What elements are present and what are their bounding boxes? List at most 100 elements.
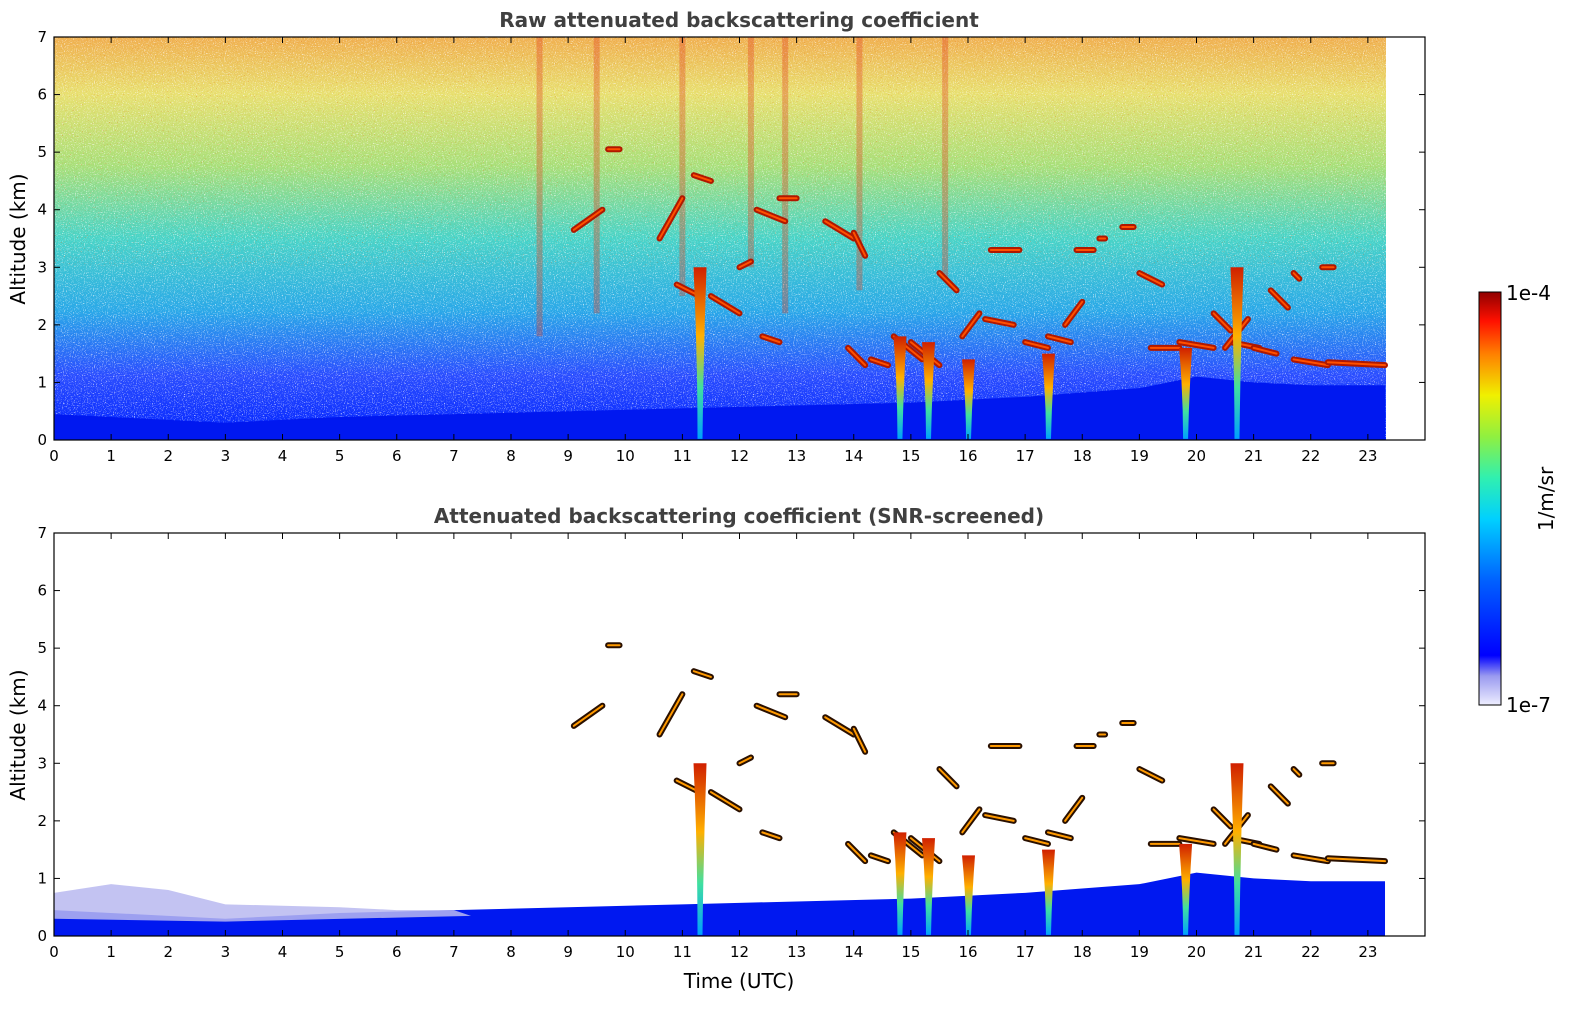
x-tick-label: 19 xyxy=(1130,943,1149,961)
raw-cloud-layers xyxy=(570,146,1389,369)
x-tick-label: 21 xyxy=(1244,447,1263,465)
raw-backscatter-panel: Raw attenuated backscattering coefficien… xyxy=(6,8,1426,465)
x-tick-label: 23 xyxy=(1358,943,1377,961)
y-tick-label: 3 xyxy=(37,754,47,772)
x-tick-label: 0 xyxy=(49,447,59,465)
x-tick-label: 20 xyxy=(1187,447,1206,465)
cloud-segment-core xyxy=(1292,768,1301,776)
cloud-segment-core xyxy=(755,704,787,719)
cloud-segment-core xyxy=(1178,341,1215,349)
cloud-segment-core xyxy=(869,358,890,367)
x-tick-label: 6 xyxy=(392,447,402,465)
precip-plume xyxy=(962,359,975,439)
screened-backscatter-panel: Attenuated backscattering coefficient (S… xyxy=(6,504,1426,993)
x-tick-label: 4 xyxy=(278,447,288,465)
cloud-segment-core xyxy=(824,716,855,736)
cloud-segment-core xyxy=(692,174,712,182)
precip-plume xyxy=(922,838,936,935)
y-tick-label: 3 xyxy=(37,258,47,276)
cloud-segment-core xyxy=(1178,837,1215,845)
cloud-segment-core xyxy=(738,756,752,765)
x-tick-label: 13 xyxy=(787,447,806,465)
cloud-segment-core xyxy=(961,808,981,834)
cloud-segment-core xyxy=(692,670,712,678)
x-tick-label: 16 xyxy=(958,447,977,465)
x-tick-label: 12 xyxy=(730,943,749,961)
screened-plot-area xyxy=(54,642,1389,936)
cloud-segment-core xyxy=(1212,312,1232,332)
x-tick-label: 4 xyxy=(278,943,288,961)
x-tick-label: 5 xyxy=(335,447,345,465)
cloud-segment-core xyxy=(709,295,741,315)
y-tick-label: 2 xyxy=(37,316,47,334)
cloud-segment-core xyxy=(1326,361,1387,367)
x-tick-label: 5 xyxy=(335,943,345,961)
precip-plume xyxy=(1041,849,1055,935)
y-tick-label: 7 xyxy=(37,524,47,542)
y-tick-label: 1 xyxy=(37,869,47,887)
cloud-segment-core xyxy=(1212,808,1232,828)
precip-plume xyxy=(693,267,707,439)
x-tick-label: 16 xyxy=(958,943,977,961)
cloud-segment-core xyxy=(761,335,781,344)
cloud-segment-core xyxy=(852,231,867,257)
cloud-segment-core xyxy=(1292,358,1329,367)
screened-cloud-layers xyxy=(570,642,1389,865)
raw-boundary-layer xyxy=(54,376,1386,440)
raw-x-axis: 0 1 2 3 4 5 6 7 8 9 10 11 12 13 14 15 16 17 18 19 20 21 22 23 xyxy=(49,37,1377,465)
x-tick-label: 8 xyxy=(506,447,516,465)
cloud-segment-core xyxy=(658,693,684,736)
cloud-segment-core xyxy=(1064,796,1084,822)
x-tick-label: 22 xyxy=(1301,943,1320,961)
colorbar-unit-label: 1/m/sr xyxy=(1534,466,1558,531)
precip-plume xyxy=(922,342,936,439)
cloud-segment-core xyxy=(572,208,604,231)
cloud-segment-core xyxy=(761,831,781,840)
x-tick-label: 17 xyxy=(1016,447,1035,465)
y-tick-label: 6 xyxy=(37,86,47,104)
precip-plume xyxy=(1041,353,1055,439)
x-tick-label: 14 xyxy=(844,943,863,961)
cloud-segment-core xyxy=(869,854,890,863)
cloud-segment-core xyxy=(709,791,741,811)
x-tick-label: 23 xyxy=(1358,447,1377,465)
raw-plot-area xyxy=(54,37,1389,440)
x-tick-label: 7 xyxy=(449,447,459,465)
x-tick-label: 15 xyxy=(901,447,920,465)
noise-streak xyxy=(747,37,754,268)
x-tick-label: 17 xyxy=(1016,943,1035,961)
cloud-segment-core xyxy=(1292,854,1329,863)
cloud-segment-core xyxy=(984,814,1015,822)
cloud-segment-core xyxy=(1326,857,1387,863)
noise-streak xyxy=(536,37,543,337)
x-tick-label: 2 xyxy=(163,447,173,465)
cloud-segment-core xyxy=(1024,837,1049,845)
x-tick-label: 14 xyxy=(844,447,863,465)
x-tick-label: 1 xyxy=(106,447,116,465)
cloud-segment-core xyxy=(852,727,867,753)
x-axis-label: Time (UTC) xyxy=(683,969,795,993)
cloud-segment-core xyxy=(824,220,855,240)
cloud-segment-core xyxy=(738,260,752,269)
cloud-segment-core xyxy=(1064,300,1084,326)
colorbar: 1e-4 1e-7 1/m/sr xyxy=(1478,281,1558,717)
x-tick-label: 21 xyxy=(1244,943,1263,961)
precip-plume xyxy=(962,855,975,935)
screened-boundary-layer xyxy=(54,872,1386,936)
cloud-segment-core xyxy=(572,704,604,727)
y-tick-label: 5 xyxy=(37,143,47,161)
x-tick-label: 19 xyxy=(1130,447,1149,465)
x-tick-label: 11 xyxy=(673,447,692,465)
cloud-segment-core xyxy=(1252,842,1278,851)
colorbar-gradient xyxy=(1478,291,1502,706)
noise-streak xyxy=(856,37,863,291)
cloud-segment-core xyxy=(1269,289,1289,309)
cloud-segment-core xyxy=(847,346,867,367)
screened-chart-title: Attenuated backscattering coefficient (S… xyxy=(434,504,1044,528)
precip-plume xyxy=(1179,347,1193,439)
x-tick-label: 22 xyxy=(1301,447,1320,465)
x-tick-label: 10 xyxy=(616,943,635,961)
screened-precip-plumes xyxy=(693,763,1244,935)
raw-chart-title: Raw attenuated backscattering coefficien… xyxy=(499,8,979,32)
cloud-segment-core xyxy=(1138,272,1164,286)
